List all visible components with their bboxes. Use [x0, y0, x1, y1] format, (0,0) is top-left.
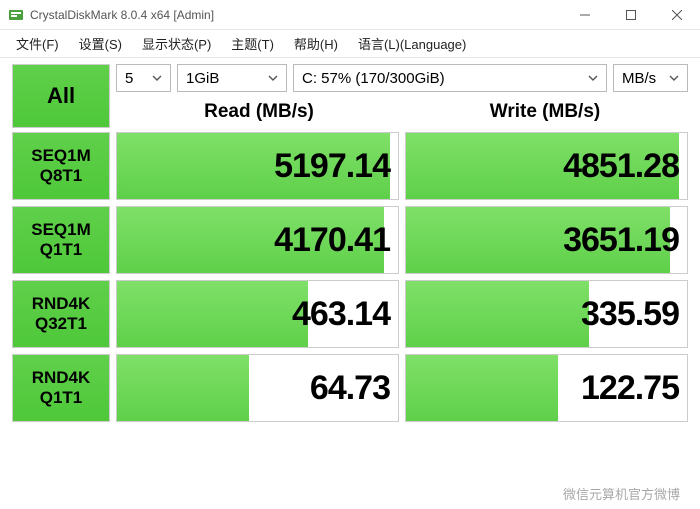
size-select[interactable]: 1GiB [177, 64, 287, 92]
count-select[interactable]: 5 [116, 64, 171, 92]
watermark: 微信元算机官方微博 [563, 484, 680, 503]
maximize-button[interactable] [608, 0, 654, 30]
write-value-cell: 335.59 [405, 280, 688, 348]
window-title: CrystalDiskMark 8.0.4 x64 [Admin] [30, 8, 562, 22]
read-value-cell: 4170.41 [116, 206, 399, 274]
menu-profile[interactable]: 显示状态(P) [132, 30, 221, 57]
count-value: 5 [125, 70, 133, 87]
result-row: RND4KQ1T1 64.73 122.75 [12, 354, 688, 422]
write-value-cell: 122.75 [405, 354, 688, 422]
read-value: 4170.41 [274, 221, 390, 260]
read-value-cell: 5197.14 [116, 132, 399, 200]
drive-value: C: 57% (170/300GiB) [302, 70, 445, 87]
run-all-button[interactable]: All [12, 64, 110, 128]
minimize-button[interactable] [562, 0, 608, 30]
menubar: 文件(F) 设置(S) 显示状态(P) 主题(T) 帮助(H) 语言(L)(La… [0, 30, 700, 58]
results-grid: SEQ1MQ8T15197.144851.28SEQ1MQ1T14170.413… [0, 132, 700, 438]
menu-file[interactable]: 文件(F) [6, 30, 69, 57]
size-value: 1GiB [186, 70, 219, 87]
app-icon [8, 7, 24, 23]
test-label-line2: Q1T1 [40, 388, 83, 408]
menu-settings[interactable]: 设置(S) [69, 30, 132, 57]
test-label-line1: SEQ1M [31, 146, 91, 166]
read-value-cell: 463.14 [116, 280, 399, 348]
read-value: 5197.14 [274, 147, 390, 186]
chevron-down-icon [669, 70, 679, 87]
menu-help[interactable]: 帮助(H) [284, 30, 348, 57]
run-test-button[interactable]: RND4KQ32T1 [12, 280, 110, 348]
header-read: Read (MB/s) [116, 96, 402, 128]
write-value-cell: 3651.19 [405, 206, 688, 274]
write-value: 122.75 [581, 369, 679, 408]
unit-select[interactable]: MB/s [613, 64, 688, 92]
write-value-cell: 4851.28 [405, 132, 688, 200]
header-write: Write (MB/s) [402, 96, 688, 128]
controls-row: All 5 1GiB C: 57% (170/300GiB) MB/s Read… [0, 58, 700, 132]
test-label-line2: Q1T1 [40, 240, 83, 260]
test-label-line1: RND4K [32, 368, 91, 388]
test-label-line1: SEQ1M [31, 220, 91, 240]
read-value: 463.14 [292, 295, 390, 334]
unit-value: MB/s [622, 70, 656, 87]
menu-theme[interactable]: 主题(T) [221, 30, 284, 57]
test-label-line2: Q32T1 [35, 314, 87, 334]
test-label-line2: Q8T1 [40, 166, 83, 186]
result-row: RND4KQ32T1 463.14 335.59 [12, 280, 688, 348]
chevron-down-icon [152, 70, 162, 87]
test-label-line1: RND4K [32, 294, 91, 314]
run-test-button[interactable]: RND4KQ1T1 [12, 354, 110, 422]
drive-select[interactable]: C: 57% (170/300GiB) [293, 64, 607, 92]
read-value: 64.73 [310, 369, 390, 408]
titlebar: CrystalDiskMark 8.0.4 x64 [Admin] [0, 0, 700, 30]
chevron-down-icon [268, 70, 278, 87]
chevron-down-icon [588, 70, 598, 87]
result-row: SEQ1MQ8T1 5197.14 4851.28 [12, 132, 688, 200]
write-value: 4851.28 [563, 147, 679, 186]
read-value-cell: 64.73 [116, 354, 399, 422]
run-test-button[interactable]: SEQ1MQ8T1 [12, 132, 110, 200]
run-test-button[interactable]: SEQ1MQ1T1 [12, 206, 110, 274]
result-row: SEQ1MQ1T1 4170.41 3651.19 [12, 206, 688, 274]
close-button[interactable] [654, 0, 700, 30]
write-value: 335.59 [581, 295, 679, 334]
write-value: 3651.19 [563, 221, 679, 260]
menu-language[interactable]: 语言(L)(Language) [348, 30, 476, 57]
